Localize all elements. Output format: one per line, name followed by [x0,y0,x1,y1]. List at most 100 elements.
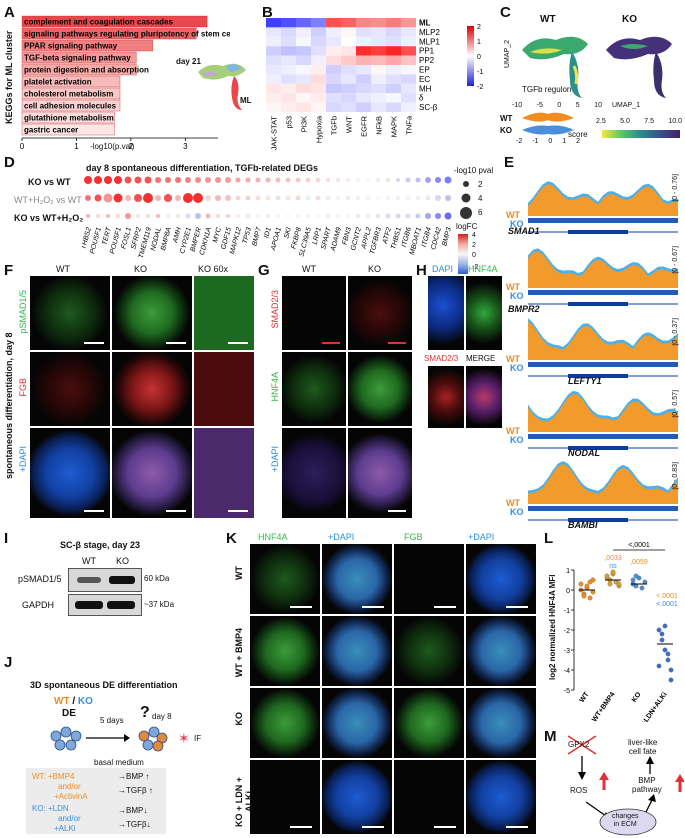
dotplot-point [376,178,380,182]
dotplot-point [125,213,131,219]
micrograph-f-ko60-psmad [194,276,254,350]
heatmap-col-label: PI3K [300,116,309,132]
colorbar-tick: 0 [477,54,481,61]
wt-treatment-b: and/or [58,782,81,791]
panel-j-question: ? [140,704,150,721]
genome-track: WT KO LEFTY1 [0 - 0.37] [506,314,684,386]
model-bmp: BMP pathway [632,776,662,794]
heatmap-cell [386,102,401,112]
gene-label: MYC [212,226,223,244]
dotplot-row-label: WT+H₂O₂ vs WT [14,195,82,205]
track-range: [0 - 0.67] [672,246,679,274]
ko-treatment: KO: +LDN and/or +ALKi [32,804,81,834]
dotplot-point [125,195,131,201]
blot-psmad [68,568,142,592]
dotplot-point [86,214,90,218]
heatmap-cell [266,93,281,103]
heatmap-cell [401,46,416,56]
de-spheroid-diagram [50,726,168,752]
violin-tick: -2 [516,138,523,145]
blot-band [107,601,135,609]
track-signal [528,390,678,450]
heatmap-cell [371,65,386,75]
track-wt-label: WT [506,426,520,436]
dotplot-point [435,195,441,201]
score-colorbar [602,130,680,138]
heatmap-cell [371,83,386,94]
dotplot-point [346,196,350,200]
genome-tracks: WT KO SMAD1 [0 - 0.76] WT KO BMPR2 [0 - 0.67] WT… [506,170,684,532]
panel-i-label: I [4,530,9,547]
kegg-bar-label: glutathione metabolism [24,114,114,123]
violin-ticks: -2 -1 0 1 2 [516,138,580,145]
data-point [656,627,662,633]
data-point [639,585,645,591]
dotplot-point [285,195,291,201]
micrograph-g-wt-hnf4a [282,352,346,426]
umap-inset-plot [198,63,246,110]
gene-label: BMP7 [251,226,263,247]
dotplot-point [216,214,220,218]
heatmap-cell [311,93,326,103]
dotplot-point [195,213,201,219]
micrograph-f-ko-fgb [112,352,192,426]
heatmap-cell [266,65,281,75]
panel-a-ylabel: KEGGs for ML cluster [4,30,14,124]
heatmap-cell [281,18,296,28]
heatmap-cell [281,74,296,84]
heatmap-cell [371,27,386,37]
dotplot-point [175,195,181,201]
heatmap-cell [296,93,311,103]
dotplot-point [195,177,201,183]
wt-signal [528,464,678,504]
wt-treatment: WT: +BMP4 and/or +ActivinA [32,772,88,802]
heatmap-cell [341,83,356,94]
kegg-bar [21,27,197,40]
heatmap-cell [356,74,371,84]
panel-j-wt: WT [54,696,70,707]
panel-k-label: K [226,530,237,547]
kegg-bar-label: platelet activation [24,78,92,87]
peak-band [528,506,678,511]
heatmap-cell [326,74,341,84]
heatmap-cell [266,18,281,28]
heatmap-cell [311,55,326,65]
effect-tgfb-down: →TGFβ↓ [118,820,151,829]
panel-a-xlabel: -log10(p.val) [90,142,135,151]
heatmap-row-label: MH [419,84,432,93]
heatmap-cell [266,55,281,65]
dotplot-point [376,214,380,218]
dotplot-point [356,178,360,182]
panel-k-col-dapi1: +DAPI [328,532,355,542]
kegg-bar-label: PPAR signaling pathway [24,42,118,51]
data-point [610,569,616,575]
score-label: score [568,130,588,139]
umap-xtick: 0 [557,102,562,109]
violin-tick: 1 [562,138,567,145]
data-point [662,647,668,653]
scale-bar [228,342,248,344]
y-tick-label: 0 [566,588,570,595]
dotplot-point [215,177,221,183]
micrograph-k-wtbmp-hnf4a [250,616,320,686]
blot-band [75,601,103,609]
heatmap-cell [386,55,401,65]
heatmap-cell [281,65,296,75]
x-tick-label: 2 [129,142,134,151]
heatmap-col-label: Hypoxia [315,115,324,143]
umap-wt-plot [522,36,588,98]
heatmap-cell [341,36,356,47]
umap-ylabel: UMAP_2 [504,40,511,69]
dotplot-point [316,214,320,218]
panel-j-slash: / [69,696,78,707]
score-ticks: 2.5 5.0 7.5 10.0 [596,118,682,125]
heatmap-row-label: PP2 [419,56,435,65]
panel-h-dapi: DAPI [432,264,454,274]
kegg-bar-label: gastric cancer [24,126,78,135]
pval-legend-tick: 4 [478,194,483,203]
heatmap-cell [356,102,371,112]
panel-g-row-hnf4a: HNF4A [270,372,280,402]
panel-j-title: 3D spontaneous DE differentiation [30,680,178,690]
track-ko-label: KO [510,219,524,229]
micrograph-k-wt-fgb [394,544,464,614]
